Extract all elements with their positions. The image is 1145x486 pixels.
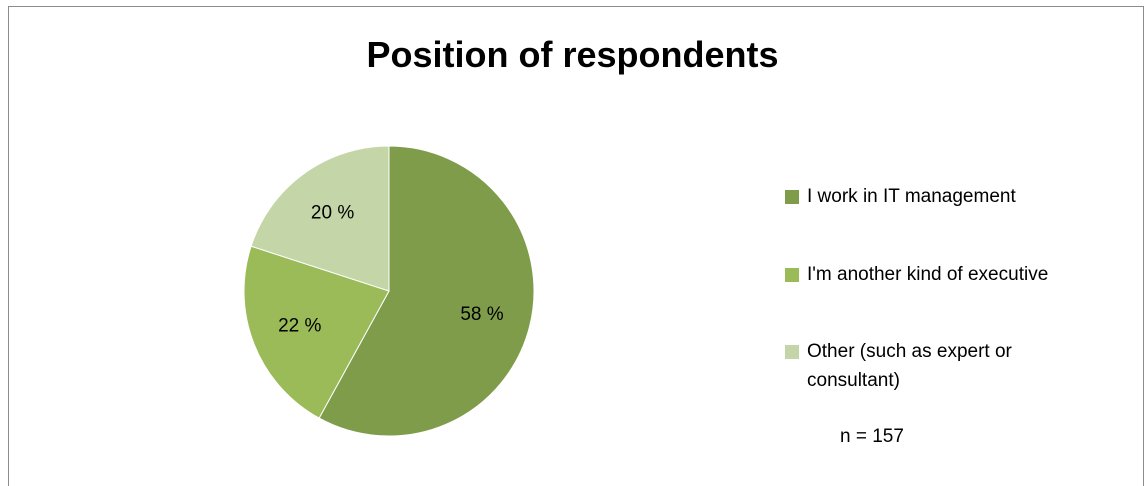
legend-item-another-executive: I'm another kind of executive	[785, 260, 1107, 289]
data-label-other: 20 %	[311, 202, 354, 223]
pie-slice-another-executive	[243, 245, 390, 419]
legend-label-it-management: I work in IT management	[807, 186, 1016, 207]
chart-frame	[8, 6, 1144, 486]
legend-swatch-other	[785, 345, 799, 359]
pie-slice-it-management	[318, 145, 535, 437]
legend-label-another-executive: I'm another kind of executive	[807, 264, 1049, 285]
chart-title: Position of respondents	[366, 34, 779, 75]
sample-size-note: n = 157	[840, 426, 904, 447]
data-label-it-management: 58 %	[460, 304, 503, 325]
data-label-another-executive: 22 %	[278, 315, 321, 336]
legend-label-other: Other (such as expert or consultant)	[807, 341, 1012, 391]
pie-slice-other	[250, 145, 390, 292]
legend-item-it-management: I work in IT management	[785, 182, 1107, 211]
legend-swatch-another-executive	[785, 268, 799, 282]
legend-item-other: Other (such as expert or consultant)	[785, 337, 1107, 395]
legend-swatch-it-management	[785, 190, 799, 204]
